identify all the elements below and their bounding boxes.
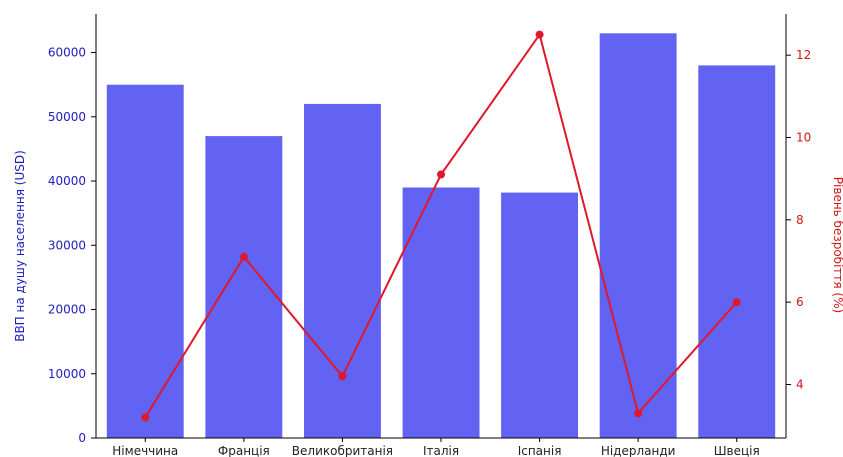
right-tick-label: 6 [796, 295, 804, 309]
x-tick-labels: Німеччина Франція Великобританія Італія Іспа… [112, 438, 760, 457]
category-label: Нідерланди [601, 444, 676, 457]
left-tick-label: 20000 [48, 303, 86, 317]
right-y-ticks: 4 6 8 10 12 [786, 48, 811, 391]
left-tick-label: 50000 [48, 110, 86, 124]
left-tick-label: 60000 [48, 46, 86, 60]
unemployment-point [732, 298, 741, 307]
unemployment-point [437, 170, 445, 179]
unemployment-point [634, 409, 643, 418]
category-label: Швеція [714, 444, 760, 457]
category-label: Іспанія [518, 444, 562, 457]
left-y-ticks: 0 10000 20000 30000 40000 50000 60000 [48, 46, 96, 445]
bars-layer [106, 33, 776, 439]
category-label: Італія [423, 444, 459, 457]
right-tick-label: 12 [796, 48, 811, 62]
left-tick-label: 0 [78, 431, 86, 445]
right-tick-label: 10 [796, 130, 811, 144]
bar-2 [304, 103, 381, 439]
unemployment-point [141, 413, 150, 422]
line-layer [141, 30, 741, 422]
bar-0 [106, 84, 184, 438]
category-label: Німеччина [112, 444, 178, 457]
unemployment-point [338, 372, 347, 381]
unemployment-point [239, 252, 248, 261]
bar-1 [205, 136, 283, 438]
left-tick-label: 40000 [48, 174, 86, 188]
left-y-axis-label: ВВП на душу населення (USD) [13, 150, 27, 342]
left-tick-label: 10000 [48, 367, 86, 381]
category-label: Великобританія [292, 444, 393, 457]
left-tick-label: 30000 [48, 238, 86, 252]
bar-5 [599, 33, 677, 439]
bar-4 [501, 192, 578, 438]
right-y-axis-label: Рівень безробіття (%) [831, 177, 843, 313]
bar-3 [402, 187, 480, 438]
bar-6 [698, 65, 776, 439]
right-tick-label: 4 [796, 377, 804, 391]
right-tick-label: 8 [796, 213, 804, 227]
category-label: Франція [218, 444, 270, 457]
unemployment-point [535, 30, 544, 39]
